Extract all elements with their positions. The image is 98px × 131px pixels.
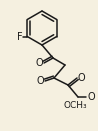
Text: O: O (77, 73, 85, 83)
Text: O: O (36, 76, 44, 86)
Text: O: O (35, 58, 43, 68)
Text: OCH₃: OCH₃ (63, 100, 87, 110)
Text: F: F (17, 31, 23, 42)
Text: O: O (87, 92, 95, 102)
